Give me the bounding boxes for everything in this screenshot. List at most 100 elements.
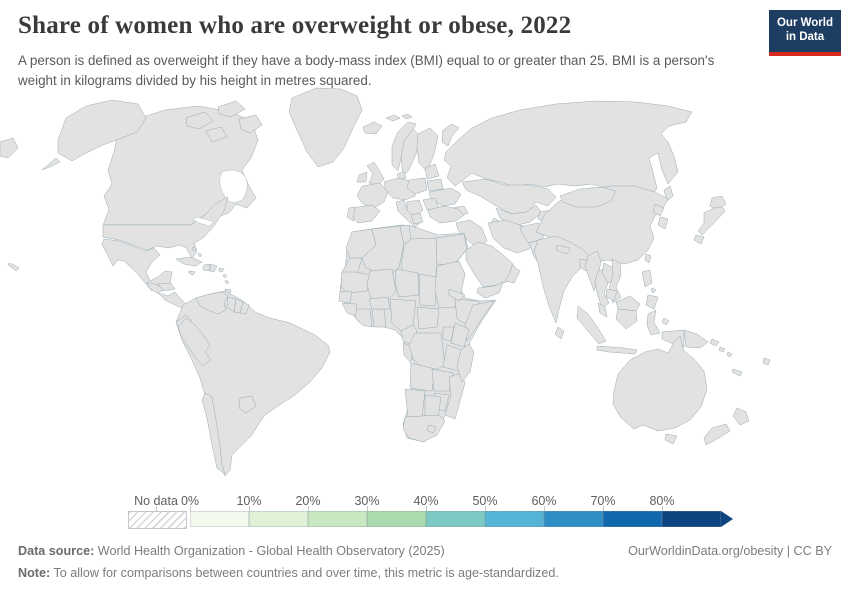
region-hawaii[interactable] (7, 262, 20, 272)
region-greece[interactable] (410, 212, 424, 225)
region-solomon-islands[interactable] (726, 351, 733, 358)
region-russia[interactable] (0, 137, 19, 159)
region-indonesia[interactable] (661, 317, 670, 326)
region-borneo-malaysia[interactable] (615, 295, 641, 312)
region-svalbard[interactable] (401, 113, 413, 120)
region-indonesia[interactable] (596, 345, 638, 355)
region-central-african-republic[interactable] (416, 306, 440, 330)
region-guatemala[interactable] (146, 281, 165, 294)
region-somalia[interactable] (464, 300, 495, 342)
region-japan[interactable] (697, 206, 726, 236)
legend-bin-80%[interactable] (662, 511, 721, 527)
region-new-zealand[interactable] (732, 407, 750, 426)
region-uganda[interactable] (442, 326, 455, 342)
region-baltics[interactable] (424, 163, 440, 180)
region-jamaica[interactable] (188, 270, 196, 276)
region-french-guiana[interactable] (239, 301, 250, 315)
region-japan[interactable] (693, 234, 705, 245)
region-chile[interactable] (201, 392, 226, 475)
region-taiwan[interactable] (644, 253, 652, 264)
region-niger[interactable] (394, 268, 420, 298)
region-papua-new-guinea[interactable] (709, 338, 720, 347)
region-papua-new-guinea[interactable] (683, 329, 709, 349)
region-sweden[interactable] (400, 128, 421, 177)
region-south-africa[interactable] (402, 414, 446, 443)
legend-bin-0%[interactable] (190, 511, 249, 527)
region-finland[interactable] (416, 127, 439, 173)
region-canada[interactable] (205, 126, 228, 143)
legend-bin-70%[interactable] (603, 511, 662, 527)
region-portugal[interactable] (346, 206, 356, 222)
region-mexico[interactable] (101, 238, 173, 292)
region-australia[interactable] (612, 335, 708, 432)
region-mauritania[interactable] (340, 271, 371, 294)
region-new-zealand[interactable] (703, 423, 731, 446)
region-iceland[interactable] (362, 121, 383, 135)
region-solomon-islands[interactable] (718, 346, 726, 353)
region-paraguay[interactable] (238, 395, 257, 414)
region-senegal[interactable] (338, 290, 353, 304)
legend-bin-10%[interactable] (249, 511, 308, 527)
region-russia[interactable] (663, 185, 674, 202)
region-dominican-republic[interactable] (209, 263, 218, 273)
region-angola[interactable] (409, 362, 436, 392)
region-fiji[interactable] (762, 357, 771, 366)
region-chad[interactable] (418, 273, 438, 307)
region-zambia[interactable] (431, 368, 454, 392)
region-north-korea[interactable] (652, 203, 665, 217)
region-cuba[interactable] (175, 256, 203, 267)
region-philippines[interactable] (641, 269, 653, 288)
region-honduras[interactable] (157, 282, 176, 292)
region-belarus[interactable] (426, 178, 444, 192)
region-kazakhstan[interactable] (461, 178, 557, 215)
region-madagascar[interactable] (456, 343, 475, 383)
region-nicaragua-panama[interactable] (157, 291, 187, 309)
region-indonesia[interactable] (615, 308, 638, 330)
region-botswana[interactable] (424, 394, 442, 418)
region-yemen[interactable] (476, 281, 504, 299)
region-bahamas[interactable] (191, 246, 198, 252)
region-burkina-faso[interactable] (368, 296, 391, 310)
region-peru[interactable] (177, 317, 212, 367)
region-namibia[interactable] (404, 388, 426, 420)
region-france[interactable] (356, 182, 389, 209)
region-south-america[interactable] (175, 290, 331, 477)
region-philippines[interactable] (650, 287, 657, 294)
region-alaska[interactable] (41, 157, 61, 171)
region-haiti[interactable] (202, 263, 211, 272)
region-alaska[interactable] (57, 99, 147, 162)
owid-logo[interactable]: Our World in Data (768, 10, 841, 56)
license-link[interactable]: OurWorldinData.org/obesity | CC BY (628, 544, 832, 558)
legend-no-data-swatch[interactable] (128, 511, 187, 529)
region-canada[interactable] (185, 111, 214, 130)
region-cambodia[interactable] (605, 288, 618, 302)
region-ivory-coast[interactable] (354, 308, 373, 328)
legend-bin-50%[interactable] (485, 511, 544, 527)
region-venezuela[interactable] (195, 291, 229, 315)
region-egypt[interactable] (435, 233, 468, 266)
legend-bin-40%[interactable] (426, 511, 485, 527)
region-uk[interactable] (366, 161, 385, 187)
legend-bin-60%[interactable] (544, 511, 603, 527)
region-australia[interactable] (664, 433, 678, 445)
region-kenya[interactable] (450, 322, 470, 348)
region-indonesia[interactable] (646, 309, 661, 336)
region-russia[interactable] (441, 123, 460, 147)
region-lesotho[interactable] (426, 424, 437, 434)
region-lesser-antilles[interactable] (222, 273, 228, 279)
region-turkey[interactable] (427, 205, 465, 224)
legend-bin-20%[interactable] (308, 511, 367, 527)
region-malaysia[interactable] (597, 302, 608, 318)
region-new-caledonia[interactable] (731, 368, 743, 377)
region-indonesia[interactable] (576, 305, 607, 345)
region-greenland[interactable] (288, 87, 363, 168)
region-india[interactable] (533, 235, 591, 324)
region-canada[interactable] (217, 100, 246, 118)
region-south-korea[interactable] (657, 216, 669, 230)
region-mongolia[interactable] (559, 186, 617, 208)
region-lesser-antilles[interactable] (224, 279, 230, 285)
region-sri-lanka[interactable] (554, 326, 565, 340)
region-oman[interactable] (504, 264, 521, 284)
region-puerto-rico[interactable] (218, 267, 225, 273)
region-bahamas[interactable] (197, 252, 203, 258)
